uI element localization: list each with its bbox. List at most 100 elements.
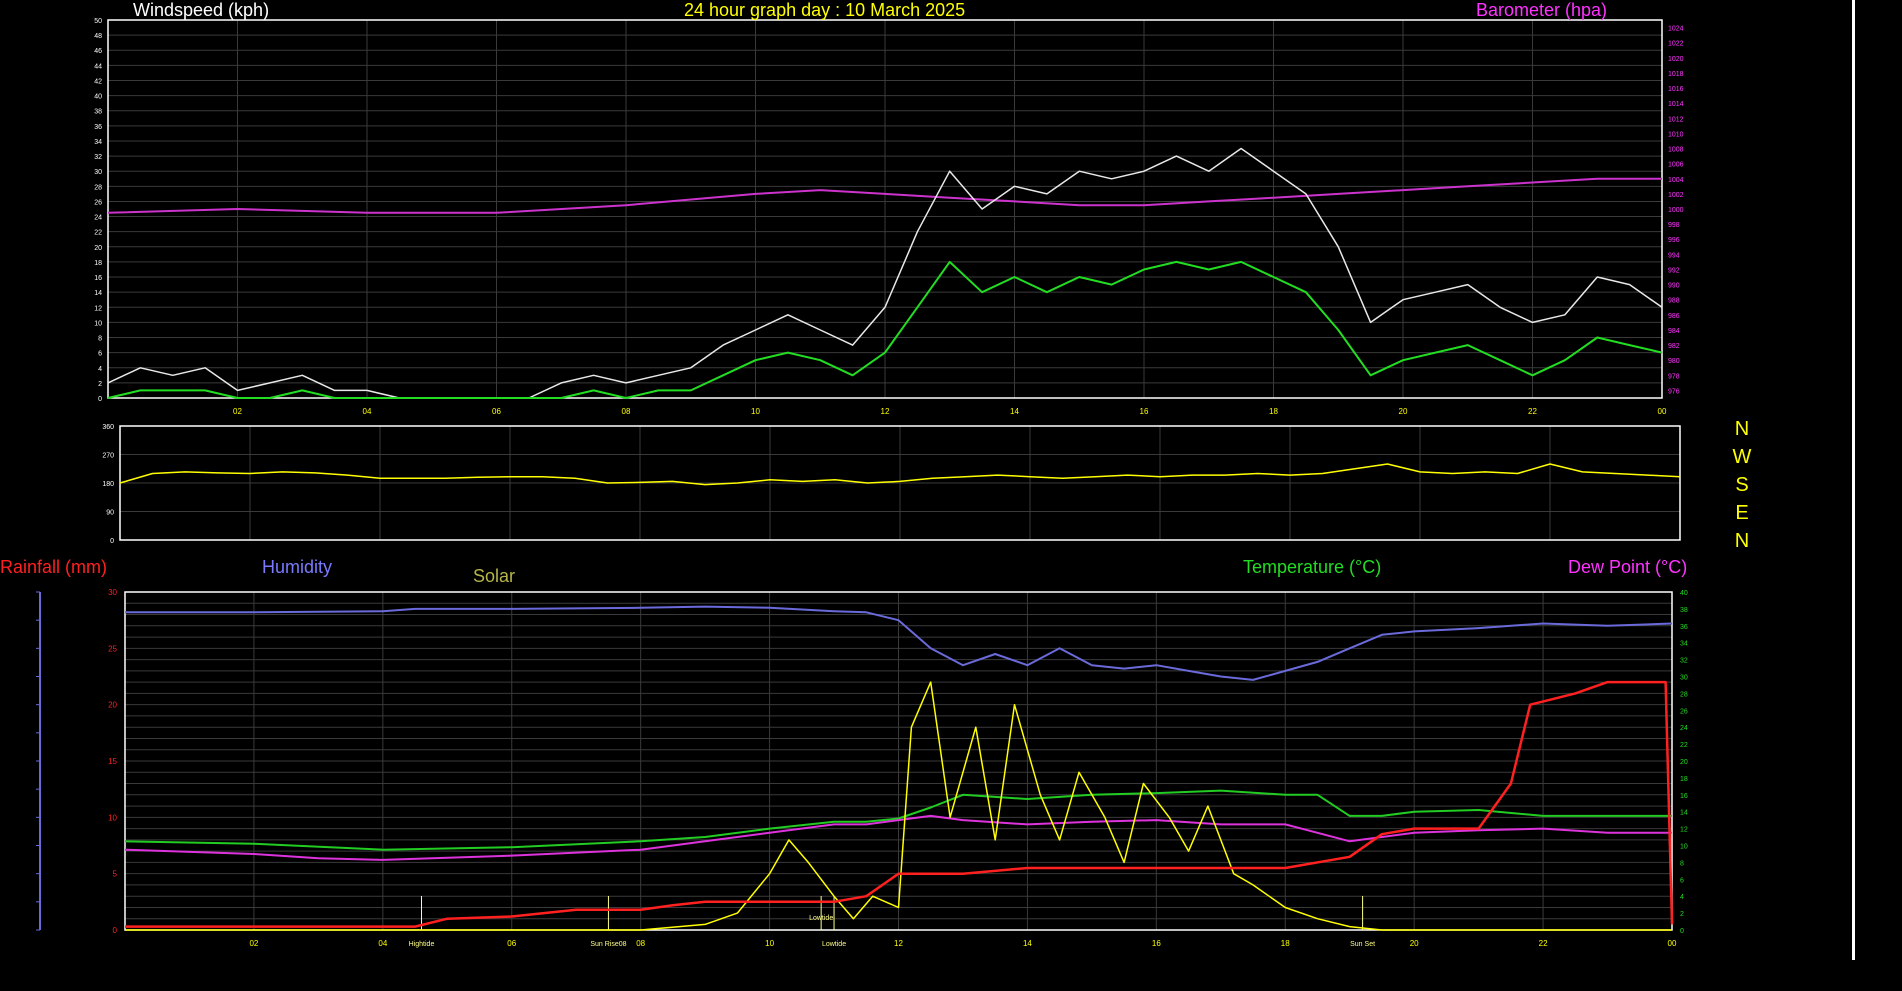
wind-x-tick-label: 10: [751, 407, 760, 416]
rainfall-title: Rainfall (mm): [0, 557, 108, 577]
rain-y-tick-label: 0: [113, 926, 118, 935]
temp-y-tick-label: 26: [1680, 708, 1688, 715]
wind-y-tick-label: 44: [94, 63, 102, 70]
baro-y-tick-label: 984: [1668, 328, 1680, 335]
compass-east: E: [1735, 502, 1749, 524]
temp-y-tick-label: 6: [1680, 877, 1684, 884]
wind-y-tick-label: 30: [94, 169, 102, 176]
lower-plot-frame: [124, 591, 1673, 931]
temperature-line: [124, 789, 1672, 851]
annotation-label: Lowtide: [822, 941, 846, 948]
compass-north: N: [1734, 418, 1750, 440]
temp-y-tick-label: 32: [1680, 658, 1688, 665]
baro-y-tick-label: 1016: [1668, 86, 1684, 93]
wind-average-line: [107, 260, 1663, 399]
wind-y-tick-label: 42: [94, 78, 102, 85]
lower-x-tick-label: 16: [1152, 939, 1161, 948]
wind-y-tick-label: 0: [98, 396, 102, 403]
temp-y-tick-label: 14: [1680, 810, 1688, 817]
annotation-label: Lowtide: [809, 915, 833, 922]
wind-x-tick-label: 22: [1528, 407, 1537, 416]
wind-y-tick-label: 46: [94, 48, 102, 55]
temp-y-tick-label: 24: [1680, 725, 1688, 732]
wind-x-tick-label: 14: [1010, 407, 1019, 416]
baro-y-tick-label: 1002: [1668, 192, 1684, 199]
solar-line: [125, 681, 1672, 931]
wind-y-tick-label: 28: [94, 184, 102, 191]
wind-y-tick-label: 10: [94, 320, 102, 327]
wind-y-tick-label: 2: [98, 381, 102, 388]
temp-y-tick-label: 18: [1680, 776, 1688, 783]
wind-x-tick-label: 02: [233, 407, 242, 416]
baro-y-tick-label: 988: [1668, 298, 1680, 305]
lower-x-tick-label: 00: [1668, 939, 1677, 948]
humidity-title: Humidity: [262, 557, 333, 577]
annotation-label: Sun Rise08: [590, 941, 626, 948]
rain-y-tick-label: 20: [108, 701, 117, 710]
rain-y-tick-label: 15: [108, 757, 117, 766]
lower-x-tick-label: 04: [378, 939, 387, 948]
temp-y-tick-label: 22: [1680, 742, 1688, 749]
annotation-label: Sun Set: [1350, 941, 1375, 948]
lower-x-tick-label: 02: [249, 939, 258, 948]
baro-y-tick-label: 1000: [1668, 207, 1684, 214]
baro-y-tick-label: 990: [1668, 283, 1680, 290]
baro-y-tick-label: 996: [1668, 237, 1680, 244]
baro-y-tick-label: 992: [1668, 267, 1680, 274]
compass-legend: N W S E N: [1730, 415, 1754, 555]
wind-y-tick-label: 20: [94, 245, 102, 252]
temp-y-tick-label: 8: [1680, 860, 1684, 867]
temp-y-tick-label: 28: [1680, 691, 1688, 698]
wind-y-tick-label: 24: [94, 215, 102, 222]
baro-y-tick-label: 1020: [1668, 56, 1684, 63]
baro-y-tick-label: 1004: [1668, 177, 1684, 184]
graph-title: 24 hour graph day : 10 March 2025: [684, 0, 966, 20]
temp-y-tick-label: 12: [1680, 827, 1688, 834]
lower-x-tick-label: 08: [636, 939, 645, 948]
direction-y-tick-label: 360: [102, 424, 114, 431]
temp-y-tick-label: 20: [1680, 759, 1688, 766]
baro-y-tick-label: 1006: [1668, 162, 1684, 169]
wind-y-tick-label: 16: [94, 275, 102, 282]
wind-x-tick-label: 04: [363, 407, 372, 416]
temp-y-tick-label: 0: [1680, 928, 1684, 935]
wind-y-tick-label: 36: [94, 124, 102, 131]
direction-y-tick-label: 180: [102, 481, 114, 488]
wind-y-tick-label: 4: [98, 366, 102, 373]
baro-y-tick-label: 976: [1668, 388, 1680, 395]
wind-x-tick-label: 00: [1658, 407, 1667, 416]
solar-title: Solar: [473, 566, 516, 586]
humidity-line: [125, 605, 1673, 681]
wind-x-tick-label: 12: [881, 407, 890, 416]
lower-x-tick-label: 10: [765, 939, 774, 948]
temp-y-tick-label: 30: [1680, 675, 1688, 682]
wind-plot-frame: [107, 19, 1663, 399]
wind-y-tick-label: 40: [94, 94, 102, 101]
dewpoint-line: [124, 814, 1672, 861]
direction-y-tick-label: 270: [102, 453, 114, 460]
rain-y-tick-label: 5: [113, 870, 118, 879]
wind-y-tick-label: 12: [94, 305, 102, 312]
annotation-label: Hightide: [409, 941, 435, 948]
baro-y-tick-label: 1010: [1668, 131, 1684, 138]
right-divider: [1852, 0, 1855, 960]
temp-y-tick-label: 2: [1680, 911, 1684, 918]
baro-y-tick-label: 1024: [1668, 26, 1684, 33]
wind-x-tick-label: 06: [492, 407, 501, 416]
wind-y-tick-label: 22: [94, 230, 102, 237]
temp-y-tick-label: 40: [1680, 590, 1688, 597]
barometer-title: Barometer (hpa): [1476, 0, 1608, 20]
baro-y-tick-label: 982: [1668, 343, 1680, 350]
direction-y-tick-label: 90: [106, 510, 114, 517]
wind-x-tick-label: 20: [1399, 407, 1408, 416]
baro-y-tick-label: 1018: [1668, 71, 1684, 78]
wind-direction-line: [119, 463, 1681, 486]
temp-y-tick-label: 10: [1680, 844, 1688, 851]
wind-y-tick-label: 50: [94, 18, 102, 25]
compass-north-2: N: [1734, 530, 1750, 552]
rain-y-tick-label: 30: [108, 588, 117, 597]
baro-y-tick-label: 978: [1668, 373, 1680, 380]
rain-y-tick-label: 10: [108, 813, 117, 822]
rainfall-line: [125, 680, 1674, 928]
